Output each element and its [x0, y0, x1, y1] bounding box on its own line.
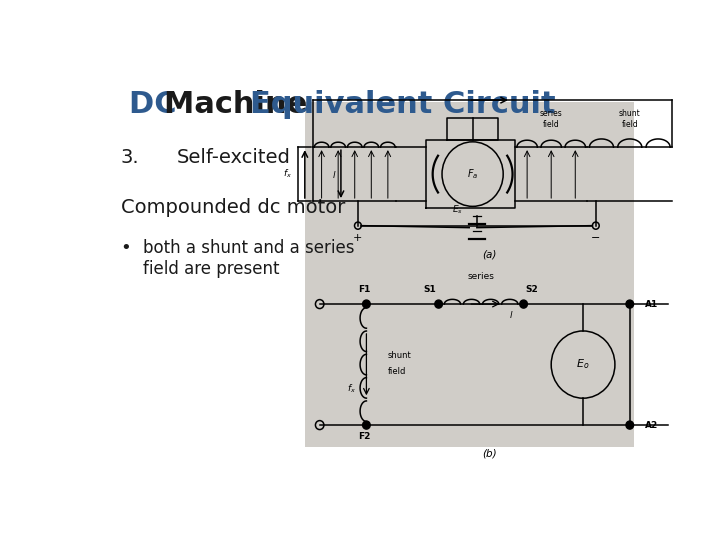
- Text: $l$: $l$: [508, 308, 513, 320]
- Text: Compounded dc motor: Compounded dc motor: [121, 198, 345, 217]
- Text: S2: S2: [526, 285, 539, 294]
- Text: +: +: [354, 233, 363, 243]
- Text: 3.: 3.: [121, 148, 139, 167]
- Text: S1: S1: [423, 285, 436, 294]
- Circle shape: [363, 421, 370, 429]
- Text: $F_a$: $F_a$: [467, 167, 478, 181]
- Text: Self-excited: Self-excited: [176, 148, 290, 167]
- Text: $E_o$: $E_o$: [576, 357, 590, 372]
- Circle shape: [363, 300, 370, 308]
- Text: shunt: shunt: [387, 351, 411, 360]
- Text: field: field: [387, 367, 406, 375]
- Text: DC: DC: [129, 90, 187, 119]
- Text: F1: F1: [358, 285, 371, 294]
- Text: $f_x$: $f_x$: [284, 168, 292, 180]
- Text: (a): (a): [482, 249, 497, 259]
- Text: series: series: [468, 272, 495, 281]
- Text: shunt: shunt: [619, 109, 641, 118]
- Text: (b): (b): [482, 448, 497, 458]
- FancyBboxPatch shape: [305, 102, 634, 447]
- Circle shape: [626, 300, 634, 308]
- Text: A2: A2: [644, 421, 658, 430]
- Text: field: field: [543, 120, 559, 129]
- Text: $E_s$: $E_s$: [452, 203, 463, 215]
- Circle shape: [435, 300, 443, 308]
- Text: $f_x$: $f_x$: [347, 382, 356, 395]
- Text: series: series: [540, 109, 562, 118]
- Text: both a shunt and a series
field are present: both a shunt and a series field are pres…: [143, 239, 354, 278]
- Text: −: −: [591, 233, 600, 243]
- Text: Equivalent Circuit: Equivalent Circuit: [250, 90, 556, 119]
- Circle shape: [626, 421, 634, 429]
- Text: field: field: [621, 120, 638, 129]
- Text: •: •: [121, 239, 132, 258]
- Text: F2: F2: [358, 433, 371, 441]
- Text: $l$: $l$: [333, 168, 337, 180]
- Circle shape: [520, 300, 528, 308]
- Text: A1: A1: [644, 300, 658, 308]
- Text: Machine: Machine: [163, 90, 318, 119]
